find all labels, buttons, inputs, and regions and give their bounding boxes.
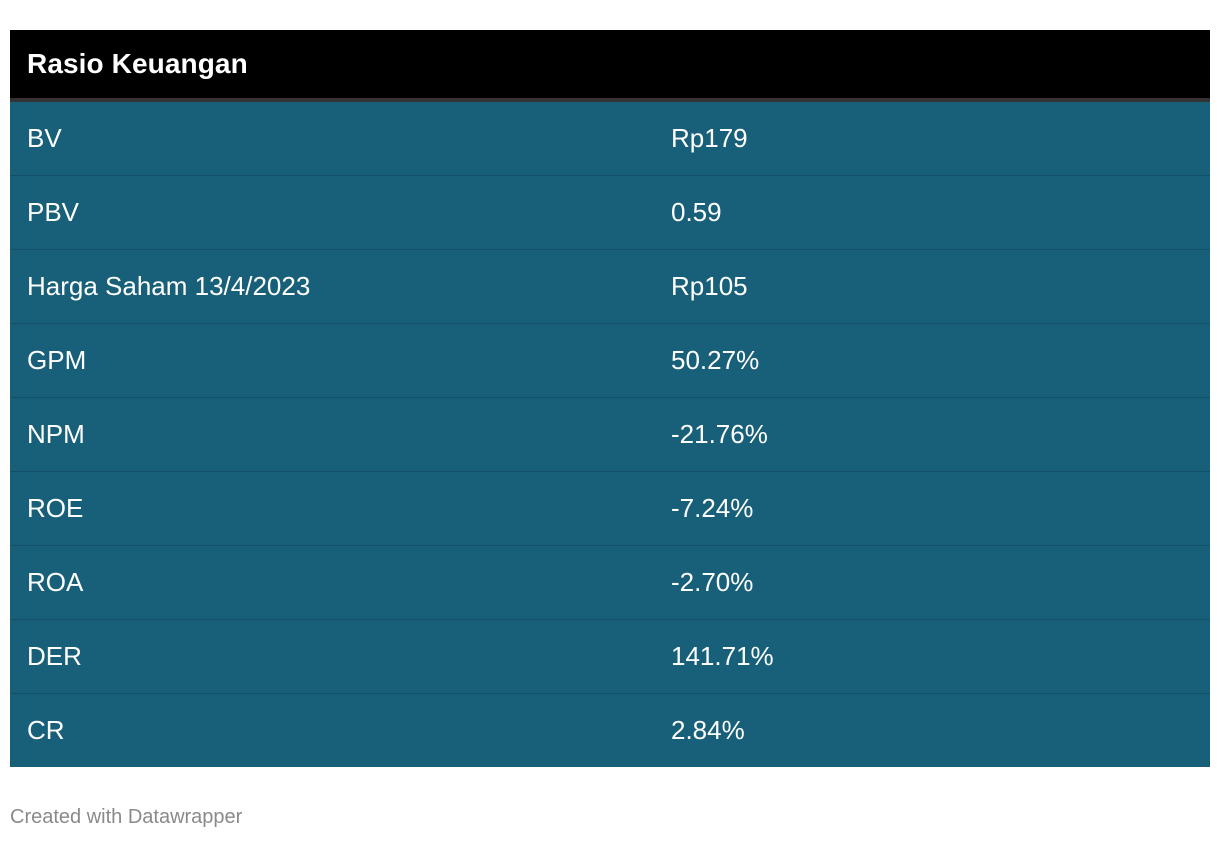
row-value: -2.70% bbox=[671, 567, 754, 597]
row-label: ROE bbox=[27, 493, 84, 523]
row-label: CR bbox=[27, 715, 65, 745]
row-value: 141.71% bbox=[671, 641, 774, 671]
row-label: BV bbox=[27, 123, 62, 153]
table-row: BV Rp179 bbox=[10, 102, 1210, 176]
row-value: -21.76% bbox=[671, 419, 768, 449]
table-row: GPM 50.27% bbox=[10, 324, 1210, 398]
row-label: PBV bbox=[27, 197, 80, 227]
table-row: ROE -7.24% bbox=[10, 472, 1210, 546]
table-header: Rasio Keuangan bbox=[10, 30, 1210, 102]
row-label: Harga Saham 13/4/2023 bbox=[27, 271, 311, 301]
row-value: 2.84% bbox=[671, 715, 745, 745]
table-row: ROA -2.70% bbox=[10, 546, 1210, 620]
table-row: Harga Saham 13/4/2023 Rp105 bbox=[10, 250, 1210, 324]
row-value: Rp179 bbox=[671, 123, 748, 153]
table-row: CR 2.84% bbox=[10, 694, 1210, 767]
row-label: GPM bbox=[27, 345, 87, 375]
ratio-table: Rasio Keuangan BV Rp179 PBV 0.59 Harga S… bbox=[10, 30, 1210, 767]
row-label: ROA bbox=[27, 567, 84, 597]
row-value: 50.27% bbox=[671, 345, 760, 375]
row-label: NPM bbox=[27, 419, 85, 449]
table-row: NPM -21.76% bbox=[10, 398, 1210, 472]
datawrapper-credit[interactable]: Created with Datawrapper bbox=[10, 806, 243, 828]
table-row: DER 141.71% bbox=[10, 620, 1210, 694]
row-value: Rp105 bbox=[671, 271, 748, 301]
row-value: 0.59 bbox=[671, 197, 722, 227]
table-row: PBV 0.59 bbox=[10, 176, 1210, 250]
row-value: -7.24% bbox=[671, 493, 754, 523]
table-body: BV Rp179 PBV 0.59 Harga Saham 13/4/2023 … bbox=[10, 102, 1210, 767]
row-label: DER bbox=[27, 641, 82, 671]
table-title: Rasio Keuangan bbox=[27, 48, 248, 79]
